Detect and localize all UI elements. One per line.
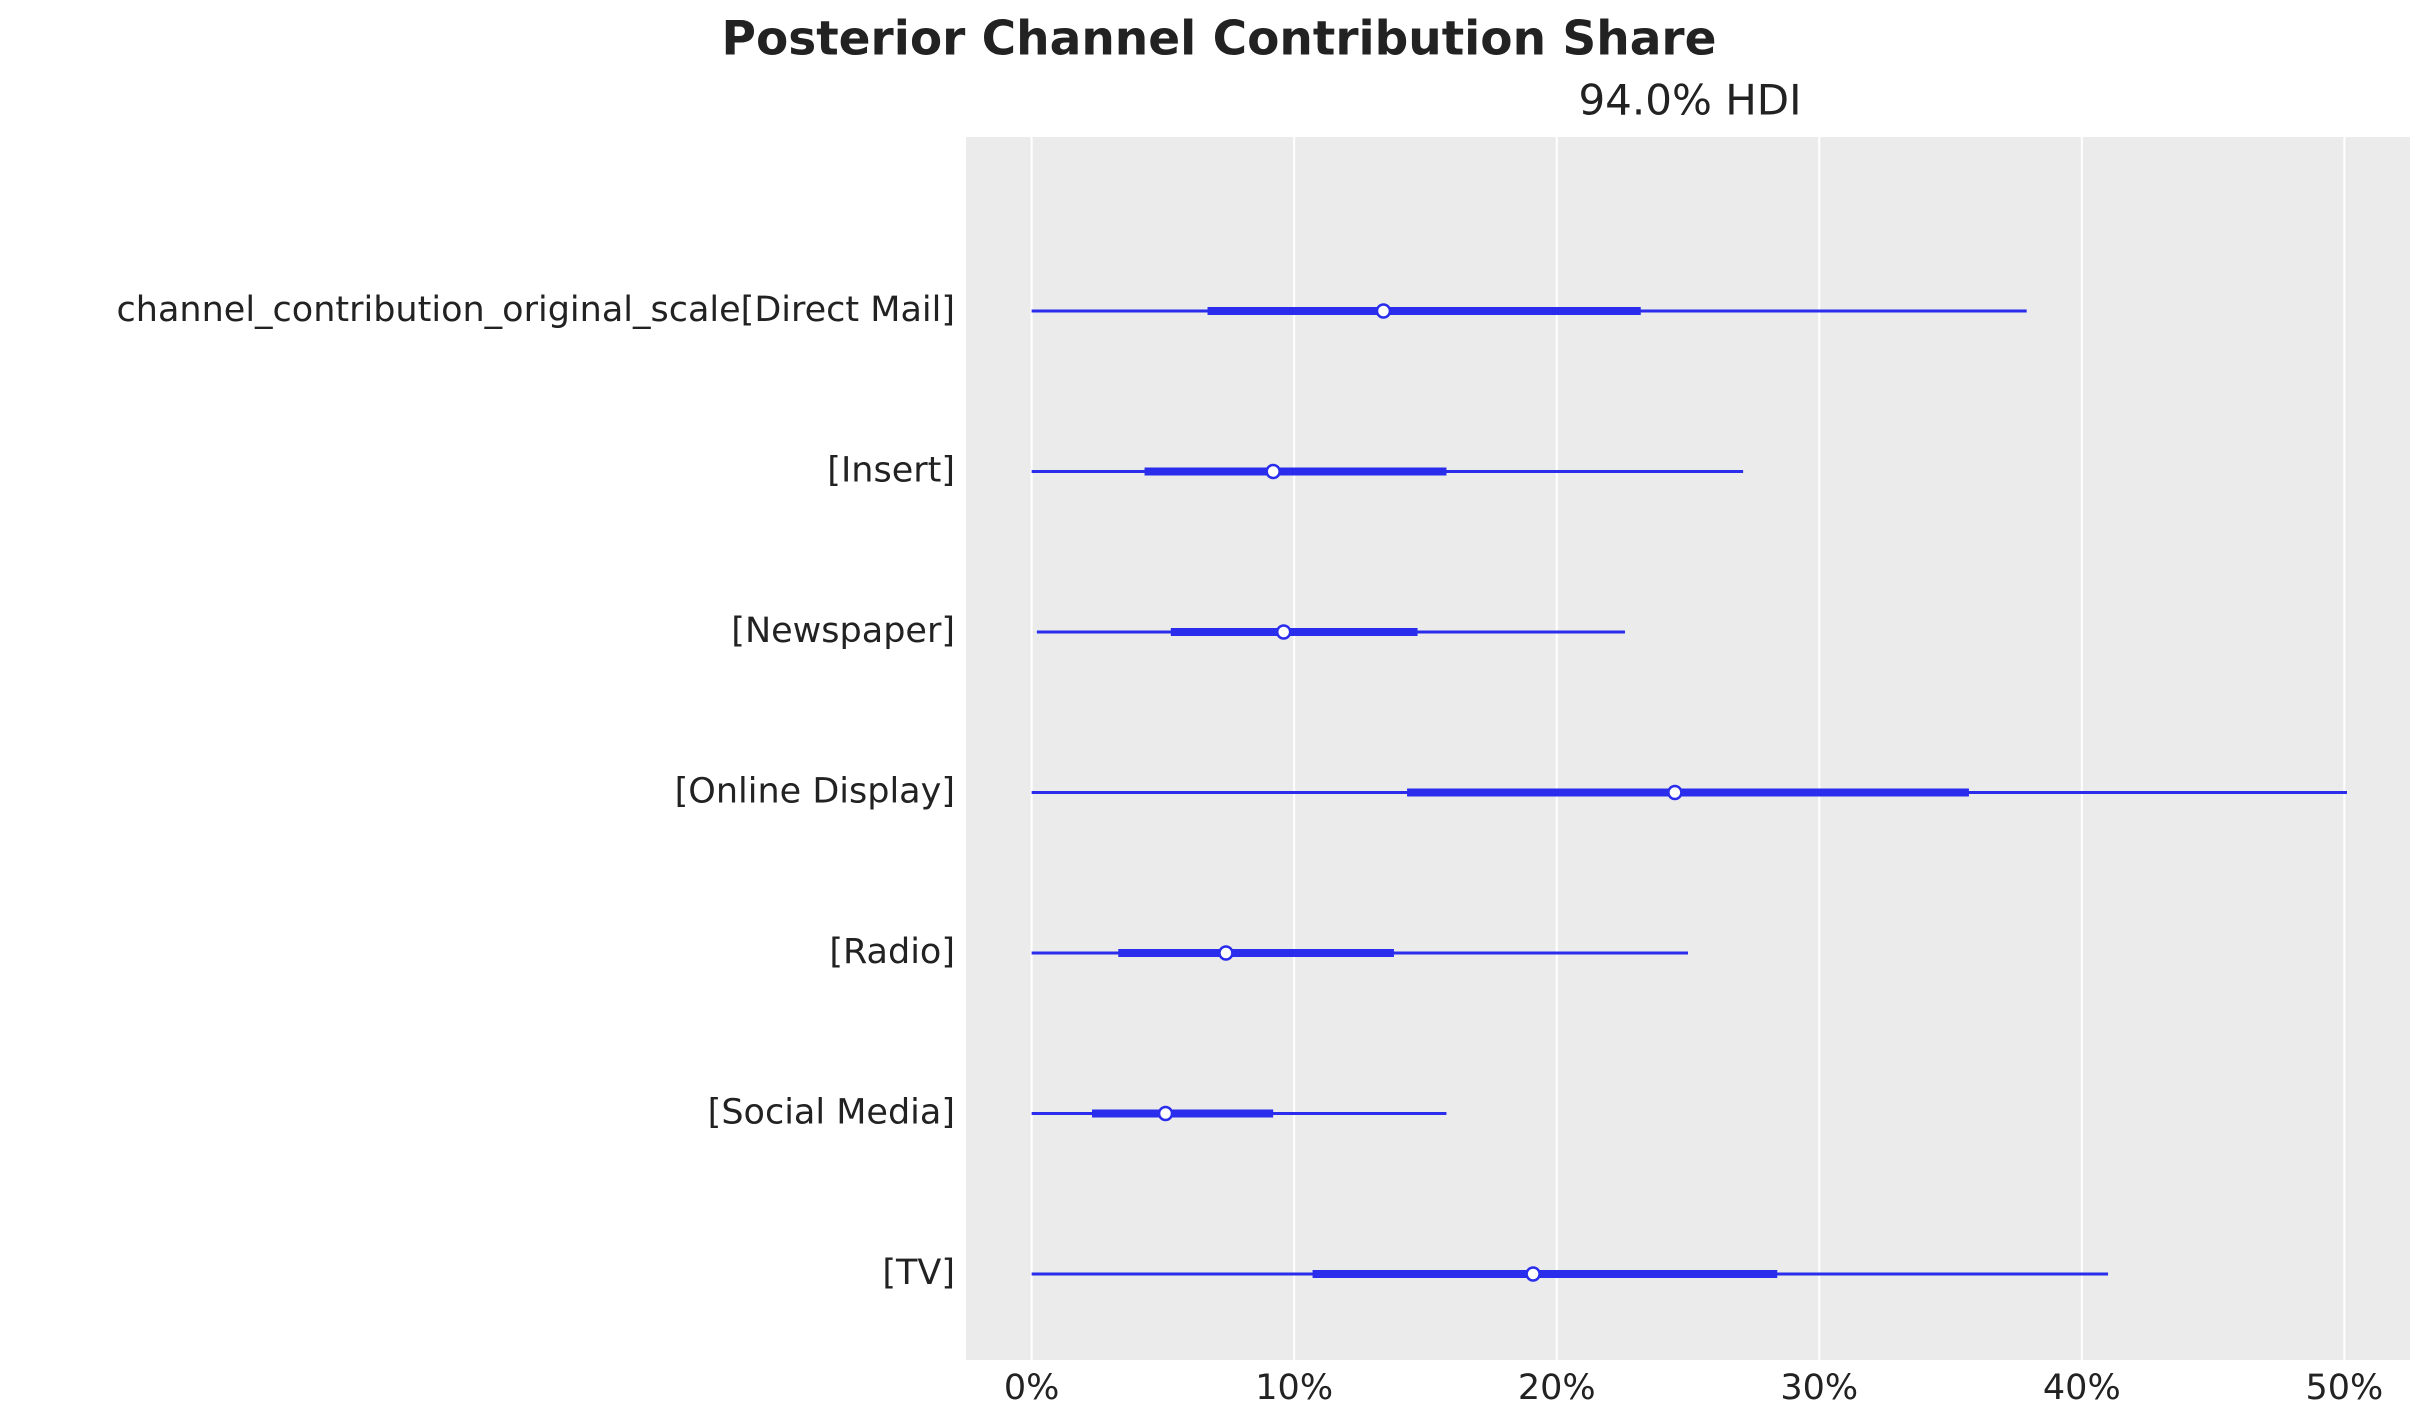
chart-title: Posterior Channel Contribution Share bbox=[722, 12, 1717, 67]
x-tick-label: 30% bbox=[1780, 1368, 1858, 1408]
median-point bbox=[1265, 463, 1281, 480]
x-tick-label: 0% bbox=[1004, 1368, 1060, 1408]
x-tick-label: 40% bbox=[2043, 1368, 2121, 1408]
median-point bbox=[1525, 1266, 1541, 1282]
median-point bbox=[1275, 624, 1292, 640]
y-tick-label: [Radio] bbox=[829, 932, 955, 972]
x-tick-label: 20% bbox=[1518, 1368, 1596, 1408]
median-point bbox=[1218, 945, 1234, 961]
median-point bbox=[1157, 1105, 1174, 1122]
y-tick-label: [Online Display] bbox=[675, 772, 955, 812]
y-tick-label: [TV] bbox=[882, 1253, 955, 1293]
median-point bbox=[1667, 784, 1683, 801]
x-tick-label: 50% bbox=[2305, 1368, 2383, 1408]
plot-area bbox=[966, 137, 2410, 1360]
y-tick-label: [Newspaper] bbox=[731, 611, 955, 651]
median-point bbox=[1375, 303, 1392, 319]
y-tick-label: [Social Media] bbox=[708, 1093, 955, 1133]
y-tick-label: channel_contribution_original_scale[Dire… bbox=[117, 290, 955, 330]
y-tick-label: [Insert] bbox=[827, 451, 955, 491]
x-tick-label: 10% bbox=[1255, 1368, 1333, 1408]
chart-subtitle: 94.0% HDI bbox=[1578, 76, 1801, 125]
